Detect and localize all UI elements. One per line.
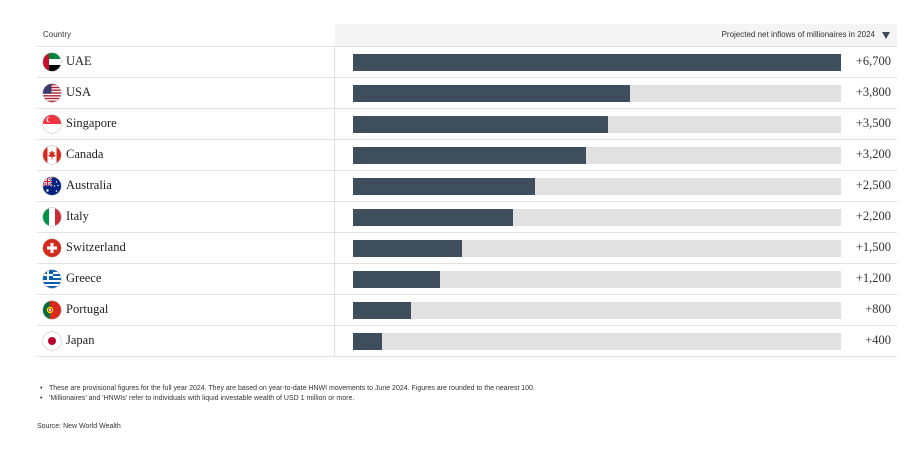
canada-flag-icon xyxy=(43,146,61,164)
table-row: UAE +6,700 xyxy=(37,47,897,78)
footnote: These are provisional figures for the fu… xyxy=(37,384,535,394)
column-divider xyxy=(334,295,335,325)
bar-italy xyxy=(353,209,514,226)
table-row: Italy +2,200 xyxy=(37,202,897,233)
column-divider xyxy=(334,47,335,77)
bar-track xyxy=(353,271,841,288)
country-label: Singapore xyxy=(66,116,117,130)
bar-track xyxy=(353,85,841,102)
column-divider xyxy=(334,140,335,170)
value-label: +2,200 xyxy=(855,209,891,223)
column-divider xyxy=(334,171,335,201)
column-divider xyxy=(334,264,335,294)
value-label: +2,500 xyxy=(855,178,891,192)
bar-track xyxy=(353,147,841,164)
bar-track xyxy=(353,116,841,133)
bar-switzerland xyxy=(353,240,463,257)
switzerland-flag-icon xyxy=(43,239,61,257)
metric-column-header[interactable]: Projected net inflows of millionaires in… xyxy=(721,30,875,39)
table-header: Country Projected net inflows of million… xyxy=(37,24,897,47)
value-label: +800 xyxy=(865,302,891,316)
value-label: +3,500 xyxy=(855,116,891,130)
metric-header-cell[interactable]: Projected net inflows of millionaires in… xyxy=(335,24,897,46)
value-label: +1,500 xyxy=(855,240,891,254)
usa-flag-icon xyxy=(43,84,61,102)
bar-track xyxy=(353,302,841,319)
column-divider xyxy=(334,109,335,139)
bar-singapore xyxy=(353,116,608,133)
triangle-down-icon[interactable] xyxy=(882,32,890,39)
country-label: Japan xyxy=(66,333,95,347)
bar-track xyxy=(353,54,841,71)
country-label: Portugal xyxy=(66,302,109,316)
bar-canada xyxy=(353,147,587,164)
portugal-flag-icon xyxy=(43,301,61,319)
country-label: Canada xyxy=(66,147,104,161)
millionaire-inflows-table: Country Projected net inflows of million… xyxy=(37,24,897,357)
country-label: Italy xyxy=(66,209,89,223)
table-row: Australia +2,500 xyxy=(37,171,897,202)
country-column-header[interactable]: Country xyxy=(43,30,72,39)
country-label: UAE xyxy=(66,54,92,68)
country-label: Australia xyxy=(66,178,112,192)
bar-track xyxy=(353,240,841,257)
source-note: Source: New World Wealth xyxy=(37,423,121,430)
column-divider xyxy=(334,202,335,232)
column-divider xyxy=(334,326,335,356)
country-label: Switzerland xyxy=(66,240,126,254)
bar-track xyxy=(353,333,841,350)
country-label: Greece xyxy=(66,271,102,285)
table-body: UAE +6,700 USA +3,800 Singapore +3,500 Canada +… xyxy=(37,47,897,357)
value-label: +3,200 xyxy=(855,147,891,161)
table-row: USA +3,800 xyxy=(37,78,897,109)
singapore-flag-icon xyxy=(43,115,61,133)
table-row: Canada +3,200 xyxy=(37,140,897,171)
column-divider xyxy=(334,233,335,263)
table-row: Singapore +3,500 xyxy=(37,109,897,140)
bar-uae xyxy=(353,54,841,71)
table-row: Greece +1,200 xyxy=(37,264,897,295)
bar-track xyxy=(353,178,841,195)
value-label: +1,200 xyxy=(855,271,891,285)
bar-usa xyxy=(353,85,630,102)
bar-japan xyxy=(353,333,383,350)
bar-australia xyxy=(353,178,536,195)
value-label: +6,700 xyxy=(855,54,891,68)
country-label: USA xyxy=(66,85,92,99)
bar-greece xyxy=(353,271,441,288)
footnote: 'Millionaires' and 'HNWIs' refer to indi… xyxy=(37,394,535,404)
footnotes: These are provisional figures for the fu… xyxy=(37,384,535,404)
bar-portugal xyxy=(353,302,412,319)
table-row: Switzerland +1,500 xyxy=(37,233,897,264)
value-label: +3,800 xyxy=(855,85,891,99)
table-row: Japan +400 xyxy=(37,326,897,357)
value-label: +400 xyxy=(865,333,891,347)
table-row: Portugal +800 xyxy=(37,295,897,326)
bar-track xyxy=(353,209,841,226)
japan-flag-icon xyxy=(43,332,61,350)
australia-flag-icon xyxy=(43,177,61,195)
column-divider xyxy=(334,78,335,108)
uae-flag-icon xyxy=(43,53,61,71)
italy-flag-icon xyxy=(43,208,61,226)
greece-flag-icon xyxy=(43,270,61,288)
